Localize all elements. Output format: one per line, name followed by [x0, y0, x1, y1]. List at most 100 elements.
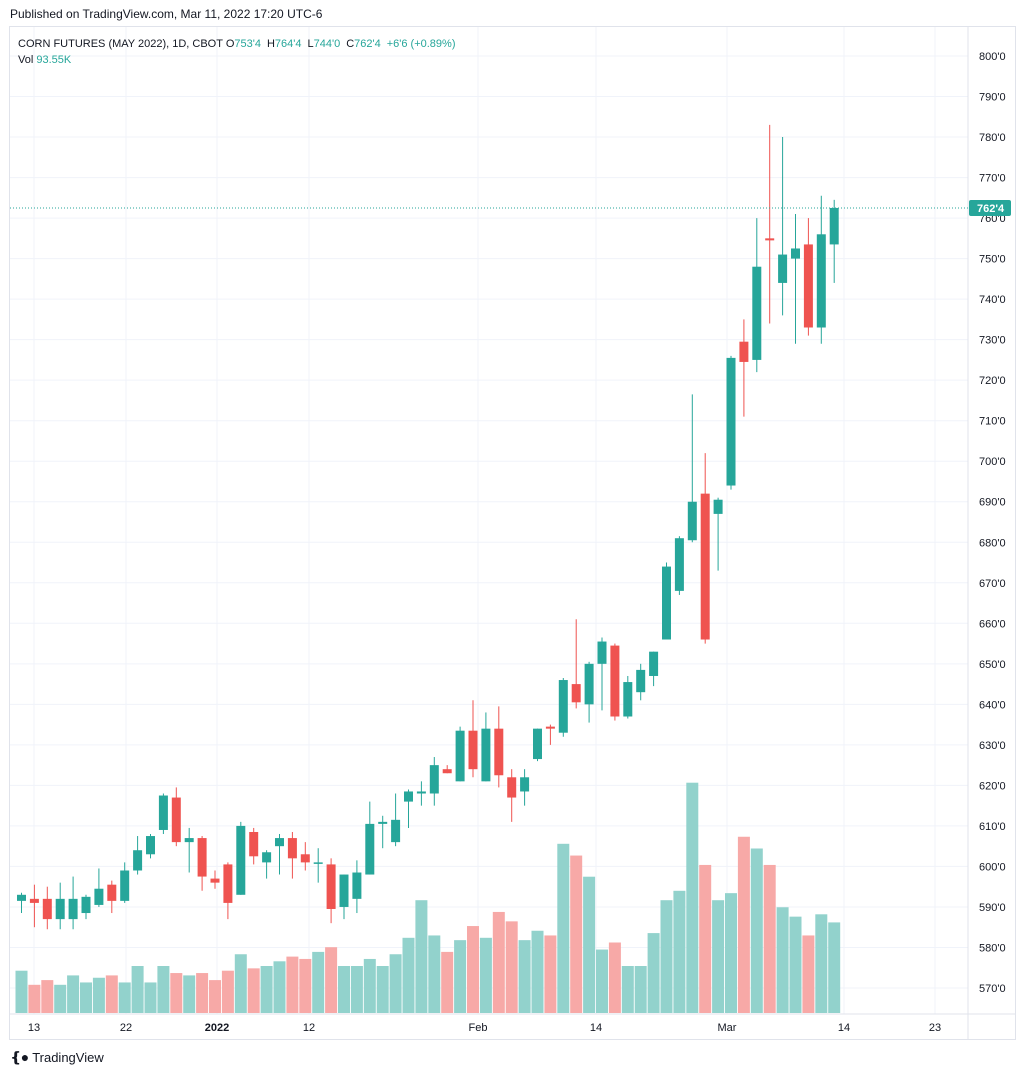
- price-tick-label: 800'0: [979, 51, 1006, 63]
- candle-body: [545, 726, 555, 729]
- volume-bar: [183, 975, 196, 1013]
- candle-body: [700, 493, 710, 640]
- volume-bar: [67, 975, 80, 1013]
- candle-body: [597, 641, 607, 664]
- volume-bar: [737, 836, 750, 1013]
- volume-bar: [234, 954, 247, 1013]
- volume-bar: [608, 942, 621, 1013]
- volume-bar: [686, 782, 699, 1013]
- volume-bar: [402, 937, 415, 1013]
- candle-body: [210, 878, 220, 883]
- candle-body: [378, 821, 388, 824]
- candle-body: [481, 728, 491, 782]
- candle-body: [584, 663, 594, 705]
- footer-brand-label: TradingView: [32, 1050, 104, 1065]
- volume-bar: [596, 949, 608, 1013]
- volume-bar: [750, 848, 763, 1013]
- price-tick-label: 790'0: [979, 92, 1006, 104]
- candle-body: [713, 499, 723, 514]
- volume-bar: [544, 935, 557, 1013]
- candle-body: [494, 728, 504, 776]
- candle-body: [236, 825, 246, 895]
- chart-frame: [9, 26, 1016, 1040]
- volume-bar: [428, 935, 441, 1013]
- price-tick-label: 690'0: [979, 497, 1006, 509]
- legend-volume-row: Vol 93.55K: [18, 52, 456, 68]
- candle-body: [416, 791, 426, 794]
- published-caption: Published on TradingView.com, Mar 11, 20…: [10, 7, 323, 21]
- candle-body: [313, 862, 323, 864]
- volume-bar: [118, 982, 131, 1013]
- volume-bar: [776, 907, 789, 1013]
- volume-bar: [634, 966, 647, 1013]
- volume-bar: [505, 921, 518, 1013]
- volume-bar: [247, 968, 260, 1013]
- footer-brand[interactable]: ❴● TradingView: [10, 1049, 104, 1066]
- candle-body: [171, 797, 181, 843]
- volume-bar: [763, 864, 776, 1013]
- time-tick-label: Mar: [718, 1022, 737, 1034]
- time-tick-label: 13: [28, 1022, 40, 1034]
- volume-bar: [338, 966, 350, 1013]
- volume-bar: [131, 966, 144, 1013]
- legend-open-value: 753'4: [234, 38, 261, 50]
- price-tick-label: 720'0: [979, 375, 1006, 387]
- candle-body: [262, 852, 272, 863]
- volume-bars: [15, 782, 841, 1013]
- price-tick-label: 630'0: [979, 740, 1006, 752]
- candle-body: [791, 248, 800, 259]
- legend-change-value: +6'6 (+0.89%): [386, 38, 456, 50]
- time-tick-label: 14: [590, 1022, 602, 1034]
- volume-bar: [221, 970, 234, 1013]
- volume-bar: [725, 893, 737, 1013]
- candle-body: [68, 898, 78, 920]
- price-tick-label: 640'0: [979, 699, 1006, 711]
- volume-bar: [492, 911, 505, 1013]
- candle-body: [352, 872, 362, 899]
- volume-bar: [196, 973, 209, 1013]
- candle-body: [339, 874, 349, 907]
- volume-bar: [479, 937, 492, 1013]
- volume-bar: [54, 984, 67, 1013]
- candle-body: [81, 896, 91, 914]
- candle-body: [429, 765, 439, 794]
- volume-bar: [325, 947, 338, 1013]
- candle-body: [120, 870, 130, 901]
- time-tick-label: 22: [120, 1022, 132, 1034]
- candle-body: [133, 850, 143, 871]
- price-tick-label: 660'0: [979, 618, 1006, 630]
- legend-low-label: L: [307, 38, 314, 50]
- last-price-line: 762'4: [10, 199, 1011, 216]
- candle-body: [752, 266, 762, 360]
- volume-bar: [789, 916, 802, 1013]
- time-axis: 13 22 2022 12 Feb 14 Mar 14 23: [28, 1022, 941, 1034]
- volume-bar: [660, 900, 673, 1013]
- legend-high-label: H: [266, 38, 275, 50]
- candle-body: [223, 864, 233, 903]
- candle-body: [571, 684, 581, 703]
- candle-body: [42, 898, 52, 920]
- legend-ohlc-row: CORN FUTURES (MAY 2022), 1D, CBOT O753'4…: [18, 36, 456, 52]
- candle-body: [391, 819, 401, 843]
- candle-body: [662, 566, 671, 640]
- candle-body: [765, 238, 775, 241]
- volume-bar: [673, 890, 686, 1013]
- volume-bar: [376, 966, 389, 1013]
- volume-bar: [415, 900, 428, 1013]
- volume-bar: [647, 933, 660, 1013]
- time-tick-label: Feb: [469, 1022, 488, 1034]
- candle-body: [184, 838, 194, 843]
- volume-bar: [170, 973, 183, 1013]
- volume-bar: [41, 980, 54, 1013]
- volume-bar: [144, 982, 157, 1013]
- price-tick-label: 670'0: [979, 578, 1006, 590]
- price-tick-label: 760'0: [979, 213, 1006, 225]
- price-axis: 570'0 580'0 590'0 600'0 610'0 620'0 630'0 640'0…: [10, 27, 1016, 1040]
- volume-bar: [350, 966, 363, 1013]
- last-price-badge: [969, 199, 1011, 216]
- candle-body: [146, 836, 155, 855]
- volume-bar: [815, 914, 828, 1013]
- candle-body: [94, 888, 104, 905]
- price-tick-label: 710'0: [979, 416, 1006, 428]
